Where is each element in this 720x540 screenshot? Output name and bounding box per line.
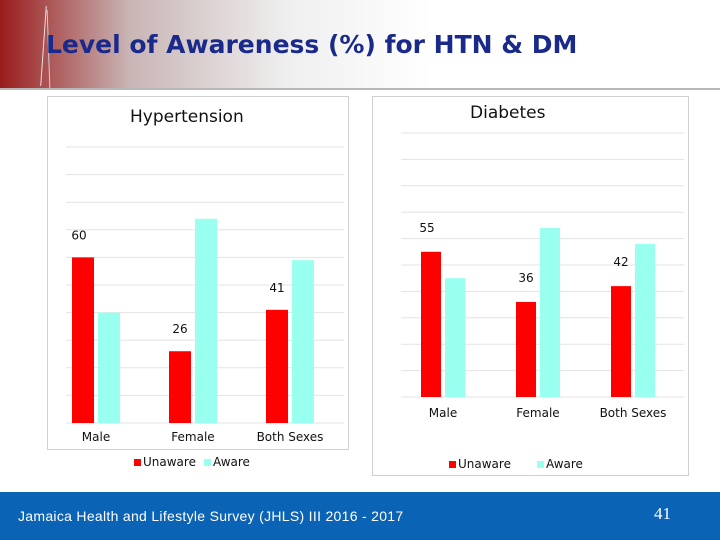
- legend-unaware-label: Unaware: [143, 455, 196, 469]
- bar-aware-male: [98, 312, 120, 423]
- unaware-swatch: [134, 458, 141, 466]
- category-label: Female: [516, 406, 559, 420]
- bar-unaware-male: [421, 251, 441, 397]
- footer-source-text: Jamaica Health and Lifestyle Survey (JHL…: [18, 508, 404, 524]
- bar-aware-female: [195, 218, 217, 423]
- data-label: 36: [518, 271, 533, 285]
- bar-unaware-both-sexes: [611, 286, 631, 397]
- slide-title: Level of Awareness (%) for HTN & DM: [46, 30, 578, 59]
- diabetes-chart-title: Diabetes: [470, 103, 546, 123]
- category-label: Male: [429, 406, 457, 420]
- bar-aware-female: [540, 228, 560, 397]
- bar-aware-both-sexes: [635, 243, 655, 397]
- bar-unaware-both-sexes: [266, 309, 288, 423]
- category-label: Both Sexes: [600, 406, 667, 420]
- diabetes-chart: 55 Male 36 Female 42 Both Sexes: [401, 132, 684, 420]
- category-label: Female: [171, 430, 214, 444]
- data-label: 42: [613, 255, 628, 269]
- hypertension-legend: Unaware Aware: [134, 455, 258, 469]
- data-label: 60: [71, 228, 86, 242]
- footer-bar: Jamaica Health and Lifestyle Survey (JHL…: [0, 492, 720, 540]
- bar-unaware-female: [516, 301, 536, 397]
- data-label: 41: [269, 281, 284, 295]
- legend-aware-label: Aware: [212, 455, 250, 469]
- hypertension-chart-panel: Hypertension 60 Male 26 Female 41 Both Sexes …: [47, 96, 349, 469]
- bar-aware-male: [445, 278, 465, 397]
- diabetes-legend: Unaware Aware: [449, 457, 591, 471]
- legend-aware-label: Aware: [545, 457, 583, 471]
- bar-unaware-female: [169, 351, 191, 423]
- aware-swatch: [203, 458, 211, 466]
- bar-unaware-male: [72, 257, 94, 423]
- data-label: 26: [172, 322, 187, 336]
- hypertension-chart: 60 Male 26 Female 41 Both Sexes: [66, 146, 344, 444]
- title-banner: [0, 0, 720, 90]
- aware-swatch: [536, 460, 544, 468]
- bar-aware-both-sexes: [292, 260, 314, 423]
- category-label: Male: [82, 430, 110, 444]
- hypertension-chart-title: Hypertension: [130, 107, 244, 127]
- category-label: Both Sexes: [257, 430, 324, 444]
- unaware-swatch: [449, 460, 456, 468]
- diabetes-chart-panel: Diabetes 55 Male 36 Female 42 Both Sexes Unaw…: [372, 96, 689, 476]
- data-label: 55: [419, 221, 434, 235]
- page-number: 41: [654, 504, 671, 523]
- legend-unaware-label: Unaware: [458, 457, 511, 471]
- header-divider: [0, 88, 720, 90]
